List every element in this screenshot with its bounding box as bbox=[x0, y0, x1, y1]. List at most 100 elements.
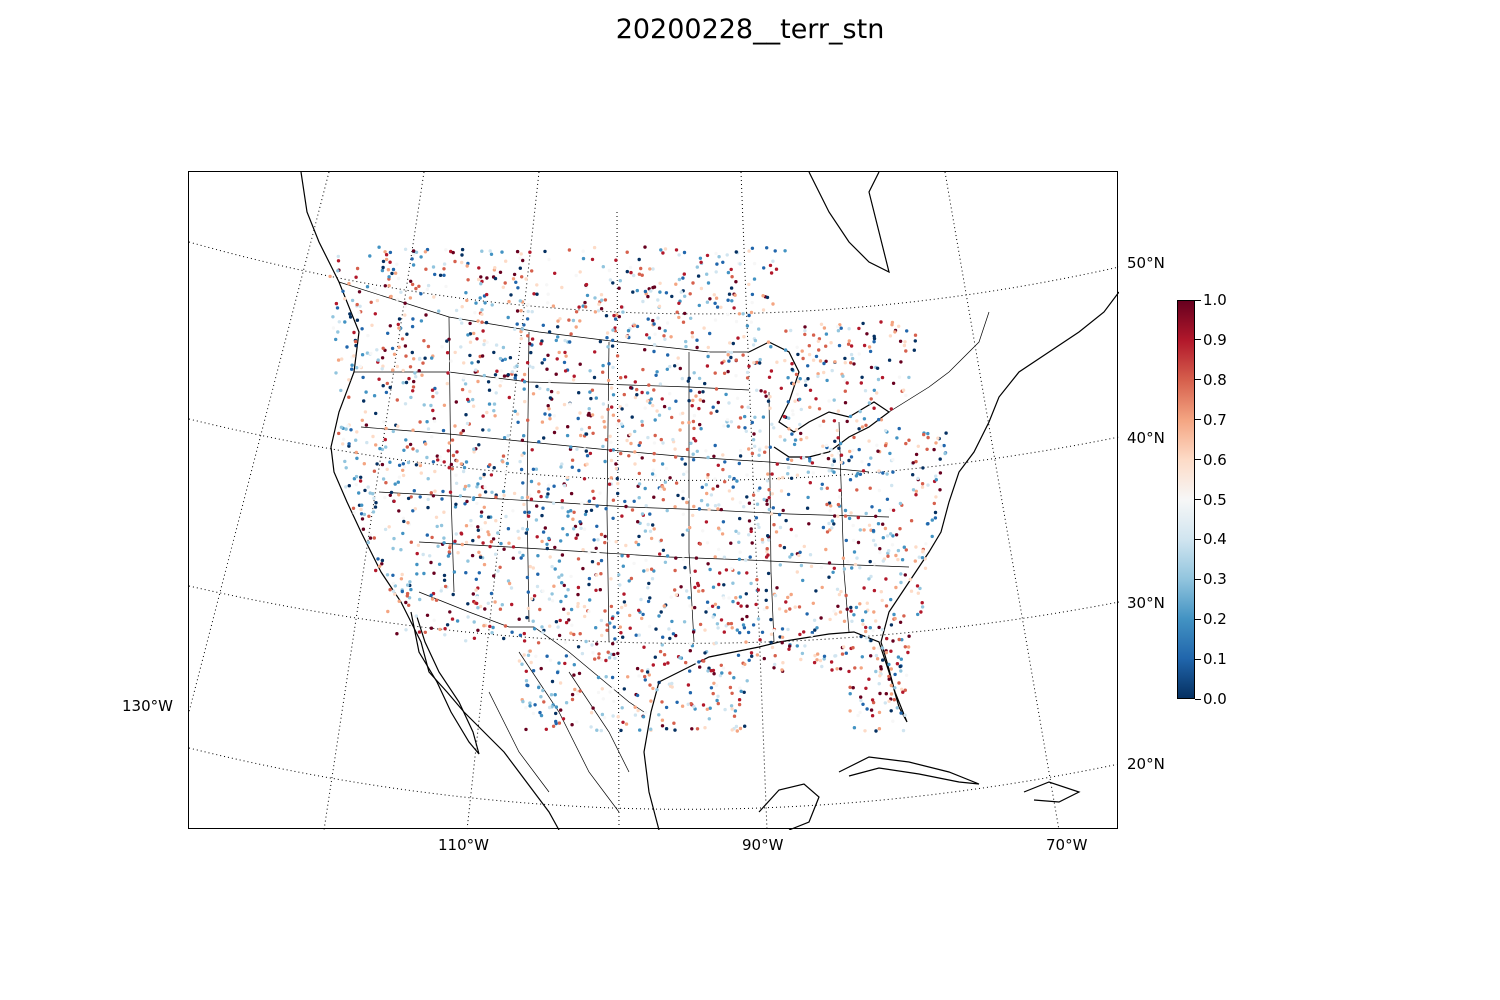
station-point bbox=[765, 295, 770, 300]
station-point bbox=[615, 354, 620, 358]
station-point bbox=[678, 428, 682, 432]
station-point bbox=[720, 361, 724, 365]
station-point bbox=[599, 618, 604, 623]
station-point bbox=[419, 471, 423, 475]
station-point bbox=[528, 701, 532, 705]
station-point bbox=[903, 688, 907, 692]
station-point bbox=[802, 630, 806, 634]
station-point bbox=[589, 711, 594, 715]
station-point bbox=[726, 424, 730, 428]
station-point bbox=[857, 447, 861, 452]
station-point bbox=[712, 681, 716, 685]
station-point bbox=[577, 391, 581, 395]
station-point bbox=[638, 521, 642, 525]
station-point bbox=[643, 674, 647, 679]
state-line-g bbox=[606, 341, 610, 643]
station-point bbox=[438, 455, 442, 459]
station-point bbox=[637, 633, 641, 637]
station-point bbox=[880, 375, 885, 380]
station-point bbox=[795, 570, 799, 574]
station-point bbox=[373, 312, 377, 316]
station-point bbox=[418, 356, 422, 361]
station-point bbox=[567, 618, 571, 622]
station-point bbox=[796, 379, 801, 384]
station-point bbox=[820, 482, 824, 486]
station-point bbox=[410, 350, 414, 355]
station-point bbox=[734, 358, 738, 362]
station-point bbox=[822, 361, 826, 366]
station-point bbox=[572, 374, 576, 378]
station-point bbox=[611, 281, 615, 285]
station-point bbox=[857, 326, 861, 331]
station-point bbox=[646, 586, 650, 590]
station-point bbox=[936, 436, 940, 440]
station-point bbox=[795, 473, 800, 477]
station-point bbox=[506, 315, 510, 320]
station-point bbox=[556, 390, 560, 395]
station-point bbox=[770, 472, 774, 476]
station-point bbox=[579, 526, 583, 530]
station-point bbox=[617, 286, 621, 290]
station-point bbox=[554, 372, 558, 376]
station-point bbox=[883, 443, 888, 448]
station-point bbox=[669, 595, 673, 599]
station-point bbox=[452, 570, 457, 574]
station-point bbox=[887, 699, 891, 703]
station-point bbox=[339, 425, 344, 429]
station-point bbox=[934, 495, 938, 499]
station-point bbox=[359, 507, 363, 512]
station-point bbox=[681, 496, 685, 501]
station-point bbox=[499, 369, 503, 373]
station-point bbox=[518, 266, 522, 270]
station-point bbox=[479, 275, 483, 279]
station-point bbox=[489, 252, 494, 256]
station-point bbox=[745, 495, 749, 499]
station-point bbox=[905, 329, 909, 333]
station-point bbox=[595, 728, 599, 732]
station-point bbox=[611, 714, 615, 718]
station-point bbox=[824, 359, 828, 363]
station-point bbox=[738, 550, 742, 554]
station-point bbox=[554, 711, 558, 716]
station-point bbox=[705, 491, 709, 496]
station-point bbox=[706, 354, 710, 359]
station-point bbox=[447, 441, 451, 445]
station-point bbox=[770, 645, 775, 650]
station-point bbox=[679, 585, 683, 589]
station-point bbox=[526, 514, 531, 518]
station-point bbox=[874, 514, 878, 518]
station-point bbox=[813, 653, 817, 658]
station-point bbox=[502, 547, 506, 551]
station-point bbox=[601, 697, 605, 701]
station-point bbox=[558, 681, 563, 685]
station-point bbox=[392, 536, 396, 541]
station-point bbox=[657, 680, 661, 685]
station-point bbox=[715, 409, 719, 413]
station-point bbox=[637, 471, 641, 476]
station-point bbox=[571, 517, 575, 521]
station-point bbox=[414, 375, 418, 379]
station-point bbox=[552, 430, 557, 435]
station-point bbox=[731, 599, 735, 604]
station-point bbox=[843, 379, 847, 383]
station-point bbox=[649, 727, 653, 731]
station-point bbox=[475, 485, 479, 489]
station-point bbox=[772, 523, 776, 527]
station-point bbox=[490, 303, 494, 307]
station-point bbox=[589, 725, 593, 729]
station-point bbox=[477, 571, 481, 575]
station-point bbox=[465, 264, 469, 268]
station-point bbox=[570, 692, 575, 697]
station-point bbox=[825, 486, 829, 490]
station-point bbox=[443, 633, 447, 637]
station-point bbox=[585, 462, 589, 466]
station-point bbox=[596, 690, 601, 695]
station-point bbox=[716, 400, 720, 405]
station-point bbox=[656, 316, 660, 320]
station-point bbox=[747, 447, 751, 451]
station-point bbox=[876, 377, 881, 382]
station-point bbox=[687, 399, 691, 403]
station-point bbox=[646, 522, 650, 527]
station-point bbox=[872, 646, 876, 650]
station-point bbox=[576, 416, 580, 421]
